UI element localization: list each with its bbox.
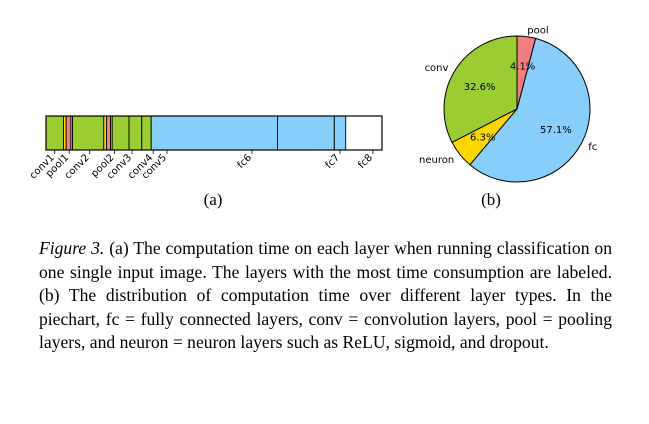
bar-segment-fc-13 [277, 115, 335, 151]
pie-pct-neuron: 6.3% [470, 132, 495, 143]
pie-slice-fc [469, 37, 591, 183]
bar-segment-conv-1 [45, 115, 64, 151]
subfigure-label-a: (a) [204, 190, 223, 209]
bar-segment-conv-9 [111, 115, 130, 151]
pie-labels: 32.6% conv 6.3% neuron 57.1% fc 4.1% pool [419, 25, 597, 166]
pie-label-neuron: neuron [419, 155, 454, 166]
bar-tick-label-fc6: fc6 [235, 152, 254, 171]
pie-label-fc: fc [588, 142, 597, 153]
figure-caption: Figure 3. (a) The computation time on ea… [39, 237, 612, 355]
bar-segment-pool-7 [106, 115, 111, 151]
bar-segment-conv-10 [128, 115, 143, 151]
bar-segment-fc-12 [150, 115, 278, 151]
pie-slices [443, 35, 591, 183]
caption-label: Figure 3. [39, 238, 105, 258]
caption-text: (a) The computation time on each layer w… [39, 238, 612, 352]
bar-segment-pool-3 [65, 115, 72, 151]
pie-label-conv: conv [425, 63, 449, 74]
pie-pct-pool: 4.1% [510, 62, 535, 73]
bar-segment-conv-5 [72, 115, 105, 151]
pie-slice-pool [516, 35, 537, 110]
pie-label-pool: pool [527, 25, 548, 36]
bar-frame [45, 115, 383, 151]
bar-tick-label-fc8: fc8 [356, 152, 375, 171]
subfigure-label-b: (b) [481, 190, 501, 209]
bar-tick-label-fc7: fc7 [323, 152, 342, 171]
bar-segment-conv-11 [141, 115, 152, 151]
layer-type-pie-chart: 32.6% conv 6.3% neuron 57.1% fc 4.1% pool (b) [419, 25, 597, 209]
pie-pct-fc: 57.1% [540, 125, 572, 136]
bar-segments [45, 115, 347, 151]
pie-pct-conv: 32.6% [464, 82, 496, 93]
bar-segment-fc-14 [333, 115, 347, 151]
pie-slice-conv [443, 35, 518, 143]
